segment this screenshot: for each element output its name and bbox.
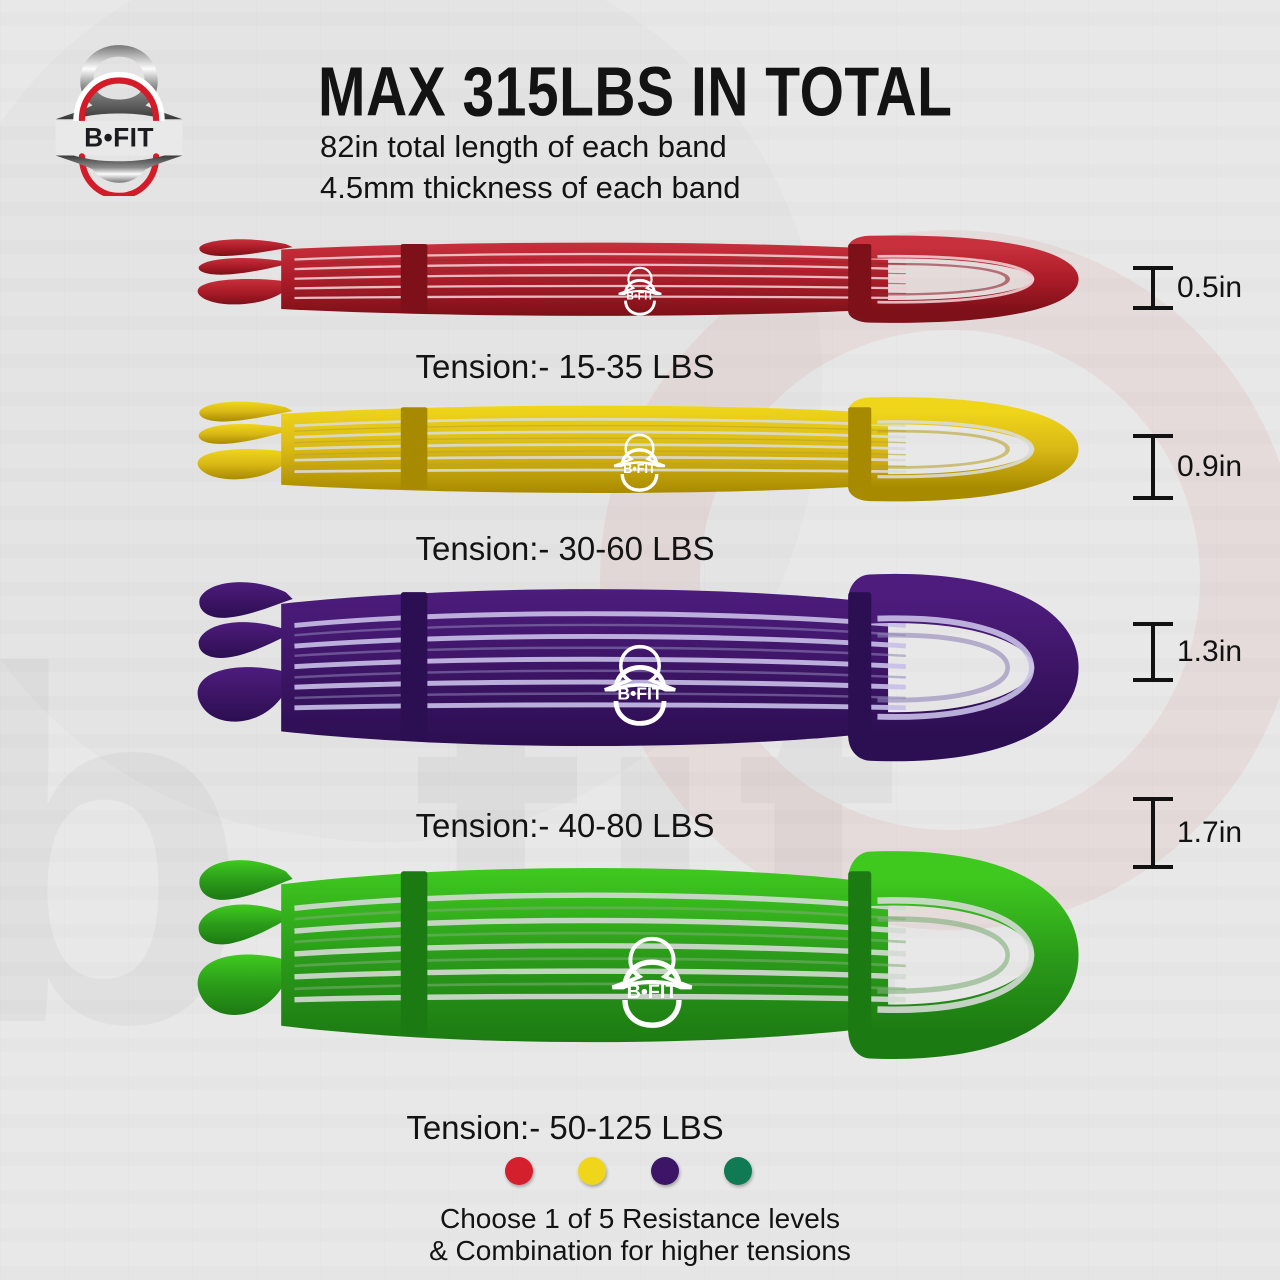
svg-text:B•FIT: B•FIT [623,462,656,476]
svg-text:B•FIT: B•FIT [84,122,154,152]
svg-text:B•FIT: B•FIT [627,981,678,1003]
svg-text:B•FIT: B•FIT [617,683,663,703]
svg-text:B•FIT: B•FIT [626,291,654,303]
